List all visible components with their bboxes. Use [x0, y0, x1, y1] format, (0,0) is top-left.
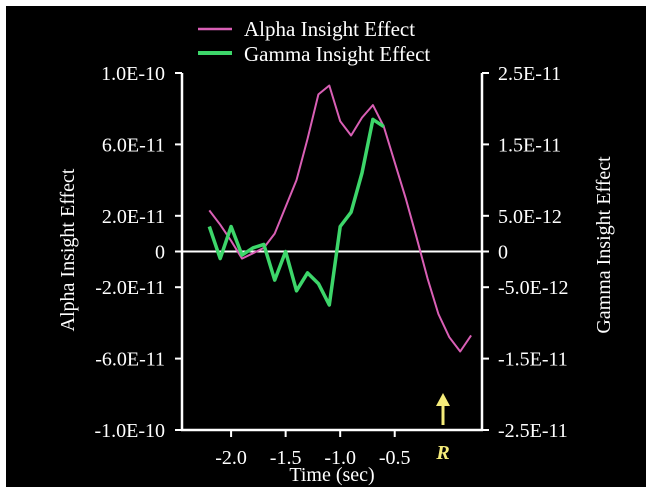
x-tick-group: -2.0 -1.5 -1.0 -0.5: [215, 430, 411, 469]
left-tick-label: -6.0E-11: [95, 349, 165, 371]
left-tick-group: 1.0E-10 6.0E-11 2.0E-11 0 -2.0E-11 -6.0E-11 -1…: [94, 63, 182, 442]
x-tick-label: -2.0: [215, 447, 247, 469]
left-axis-label: Alpha Insight Effect: [57, 168, 79, 331]
x-axis-label: Time (sec): [289, 464, 374, 486]
right-tick-label: -2.5E-11: [498, 420, 568, 442]
right-axis-label: Gamma Insight Effect: [593, 156, 615, 334]
right-tick-label: 1.5E-11: [498, 134, 561, 156]
response-arrow-icon: [436, 393, 450, 406]
right-tick-label: 2.5E-11: [498, 63, 561, 85]
right-tick-label: 5.0E-12: [498, 206, 562, 228]
series-group: [207, 84, 472, 353]
left-tick-label: 2.0E-11: [102, 206, 165, 228]
legend-label-gamma: Gamma Insight Effect: [244, 42, 430, 66]
chart-background: [6, 6, 646, 487]
right-tick-label: 0: [498, 242, 508, 264]
alpha-series-line: [208, 84, 472, 353]
gamma-series-line: [207, 117, 385, 307]
left-tick-label: 0: [155, 242, 165, 264]
left-tick-label: -1.0E-10: [94, 420, 165, 442]
legend: Alpha Insight Effect Gamma Insight Effec…: [198, 17, 430, 66]
left-tick-label: -2.0E-11: [95, 277, 165, 299]
right-tick-group: 2.5E-11 1.5E-11 5.0E-12 0 -5.0E-12 -1.5E-11 -2…: [482, 63, 569, 442]
x-tick-label: -1.0: [324, 447, 356, 469]
right-tick-label: -1.5E-11: [498, 349, 568, 371]
x-tick-label: -1.5: [270, 447, 302, 469]
response-marker: R: [435, 393, 450, 464]
left-tick-label: 6.0E-11: [102, 134, 165, 156]
legend-label-alpha: Alpha Insight Effect: [244, 17, 415, 41]
left-tick-label: 1.0E-10: [101, 63, 165, 85]
x-tick-label: -0.5: [379, 447, 411, 469]
right-tick-label: -5.0E-12: [498, 277, 569, 299]
response-label: R: [435, 442, 449, 464]
